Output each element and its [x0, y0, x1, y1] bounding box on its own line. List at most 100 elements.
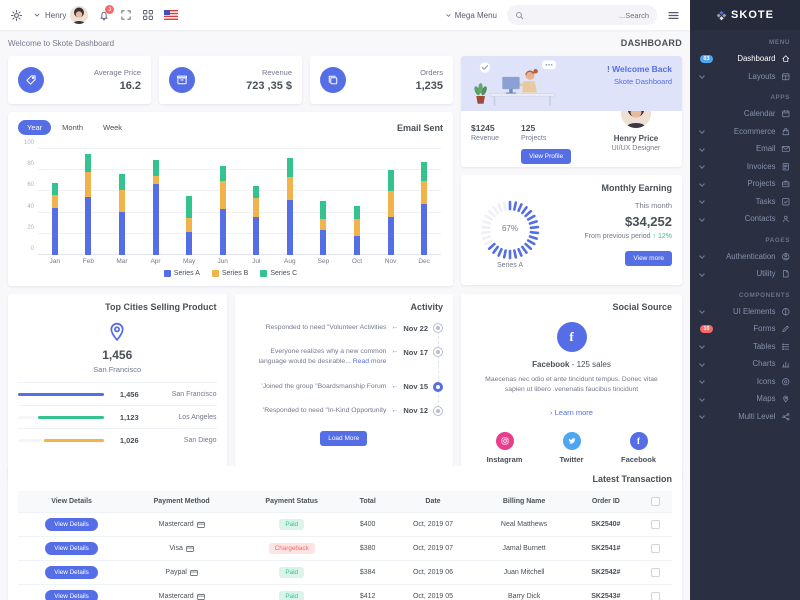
stat-text: Revenue 723 ,35 $ — [203, 68, 292, 92]
activity-date: Nov 12 — [403, 406, 428, 416]
order-id-cell: SK2540# — [572, 512, 640, 537]
timeline-dot — [433, 405, 443, 416]
bar-segment — [219, 165, 226, 181]
gauge-series-label: Series A — [496, 262, 524, 269]
sidebar-item-maps[interactable]: Maps — [690, 390, 800, 408]
activity-text: Everyone realizes why a new common langu… — [245, 347, 387, 367]
bar-segment — [353, 218, 360, 236]
apps-grid-icon[interactable] — [142, 9, 154, 21]
sidebar-item-label: Projects — [747, 179, 776, 189]
sidebar-item-tasks[interactable]: Tasks — [690, 193, 800, 211]
tab-year[interactable]: Year — [18, 120, 52, 135]
hamburger-menu-icon[interactable] — [667, 9, 680, 22]
gauge-tick — [482, 220, 492, 225]
welcome-banner: ! Welcome Back Skote Dashboard — [461, 56, 682, 111]
sidebar-item-label: Maps — [756, 394, 776, 404]
sidebar-item-authentication[interactable]: Authentication — [690, 248, 800, 266]
page-title: DASHBOARD — [620, 38, 682, 48]
city-progress-fill — [43, 438, 104, 442]
chevron-down-icon — [699, 308, 705, 315]
sidebar-item-utility[interactable]: Utility — [690, 265, 800, 283]
sidebar-item-layouts[interactable]: Layouts — [690, 68, 800, 86]
chart-bars — [38, 149, 441, 255]
welcome-user: Henry Price UI/UX Designer — [600, 96, 672, 164]
user-menu[interactable]: Henry — [33, 6, 89, 24]
chart-x-label: Sep — [317, 258, 330, 265]
credit-card-icon — [190, 569, 198, 577]
city-progress-fill — [37, 415, 104, 419]
sidebar-item-projects[interactable]: Projects — [690, 175, 800, 193]
utility-icon — [781, 269, 791, 279]
bar-segment — [387, 170, 394, 192]
bar-stack — [387, 170, 394, 255]
sidebar-item-multi-level[interactable]: Multi Level — [690, 408, 800, 426]
instagram-icon — [495, 432, 514, 451]
learn-more-link[interactable]: › Learn more — [550, 408, 593, 418]
gauge-tick — [529, 230, 540, 235]
tab-month[interactable]: Month — [53, 120, 92, 135]
facebook-icon: f — [629, 432, 648, 451]
activity-item: Everyone realizes why a new common langu… — [245, 340, 443, 374]
view-details-button[interactable]: View Details — [45, 590, 98, 600]
sidebar-item-calendar[interactable]: Calendar — [690, 105, 800, 123]
legend-swatch — [163, 270, 171, 277]
chart-x-label: Apr — [150, 258, 161, 265]
sidebar-item-invoices[interactable]: Invoices — [690, 158, 800, 176]
chart-y-tick: 40 — [27, 203, 34, 210]
sidebar-item-dashboard[interactable]: 03 Dashboard — [690, 50, 800, 68]
total-cell: $384 — [345, 560, 391, 585]
tab-week[interactable]: Week — [94, 120, 131, 135]
activity-date: Nov 17 — [403, 347, 428, 357]
sidebar-item-charts[interactable]: Charts — [690, 355, 800, 373]
sidebar-logo-text: SKOTE — [731, 9, 774, 21]
settings-gear-icon[interactable] — [10, 9, 23, 22]
bar-segment — [286, 176, 293, 200]
view-details-button[interactable]: View Details — [45, 542, 98, 555]
notifications-bell-icon[interactable]: 3 — [98, 5, 115, 21]
sidebar-item-forms[interactable]: 10 Forms — [690, 320, 800, 338]
fullscreen-icon[interactable] — [120, 9, 132, 21]
social-main-name: Facebook — [532, 360, 570, 369]
bar-segment — [320, 200, 327, 219]
channel-name: Instagram — [486, 455, 523, 465]
search-input[interactable] — [528, 10, 649, 20]
transactions-table: View Details Payment Method Payment Status… — [18, 491, 672, 600]
view-more-button[interactable]: View more — [625, 250, 672, 266]
archive-icon — [169, 67, 195, 93]
sidebar-item-contacts[interactable]: Contacts — [690, 210, 800, 228]
sidebar-item-ecommerce[interactable]: Ecommerce — [690, 123, 800, 141]
sidebar-item-left-slot — [699, 378, 716, 385]
view-profile-button[interactable]: View Profile — [521, 149, 572, 164]
select-all-checkbox[interactable] — [651, 497, 661, 506]
read-more-link[interactable]: Read more — [352, 358, 387, 366]
column-header: Total — [345, 491, 391, 513]
sidebar-item-icons[interactable]: Icons — [690, 373, 800, 391]
sidebar-item-left-slot — [699, 128, 716, 135]
row-checkbox[interactable] — [651, 544, 661, 553]
bar-segment — [51, 208, 58, 255]
credit-card-icon — [186, 545, 194, 553]
bar-stack — [118, 174, 125, 255]
chevron-down-icon — [699, 198, 705, 205]
load-more-button[interactable]: Load More — [320, 430, 368, 446]
row-checkbox[interactable] — [651, 520, 661, 529]
mega-menu-button[interactable]: Mega Menu — [445, 11, 497, 20]
row-checkbox[interactable] — [651, 592, 661, 600]
sidebar-item-tables[interactable]: Tables — [690, 338, 800, 356]
welcome-back-card: ! Welcome Back Skote Dashboard $1245 Rev… — [461, 56, 682, 167]
search-box — [507, 5, 657, 25]
gauge-tick — [526, 239, 536, 246]
sidebar-logo[interactable]: SKOTE — [690, 0, 800, 30]
welcome-revenue: $1245 Revenue — [471, 123, 499, 164]
bar-column-aug — [273, 149, 307, 255]
social-main-line: Facebook - 125 sales — [471, 360, 672, 369]
row-checkbox[interactable] — [651, 568, 661, 577]
language-flag-icon[interactable] — [164, 10, 179, 20]
sidebar-item-ui-elements[interactable]: UI Elements — [690, 303, 800, 321]
sidebar-item-email[interactable]: Email — [690, 140, 800, 158]
view-details-button[interactable]: View Details — [45, 518, 98, 531]
view-details-button[interactable]: View Details — [45, 566, 98, 579]
gauge-tick — [524, 242, 533, 251]
sidebar-item-left-slot — [699, 73, 716, 80]
email-sent-chart: 0 20 40 60 80 100 — [24, 140, 441, 255]
